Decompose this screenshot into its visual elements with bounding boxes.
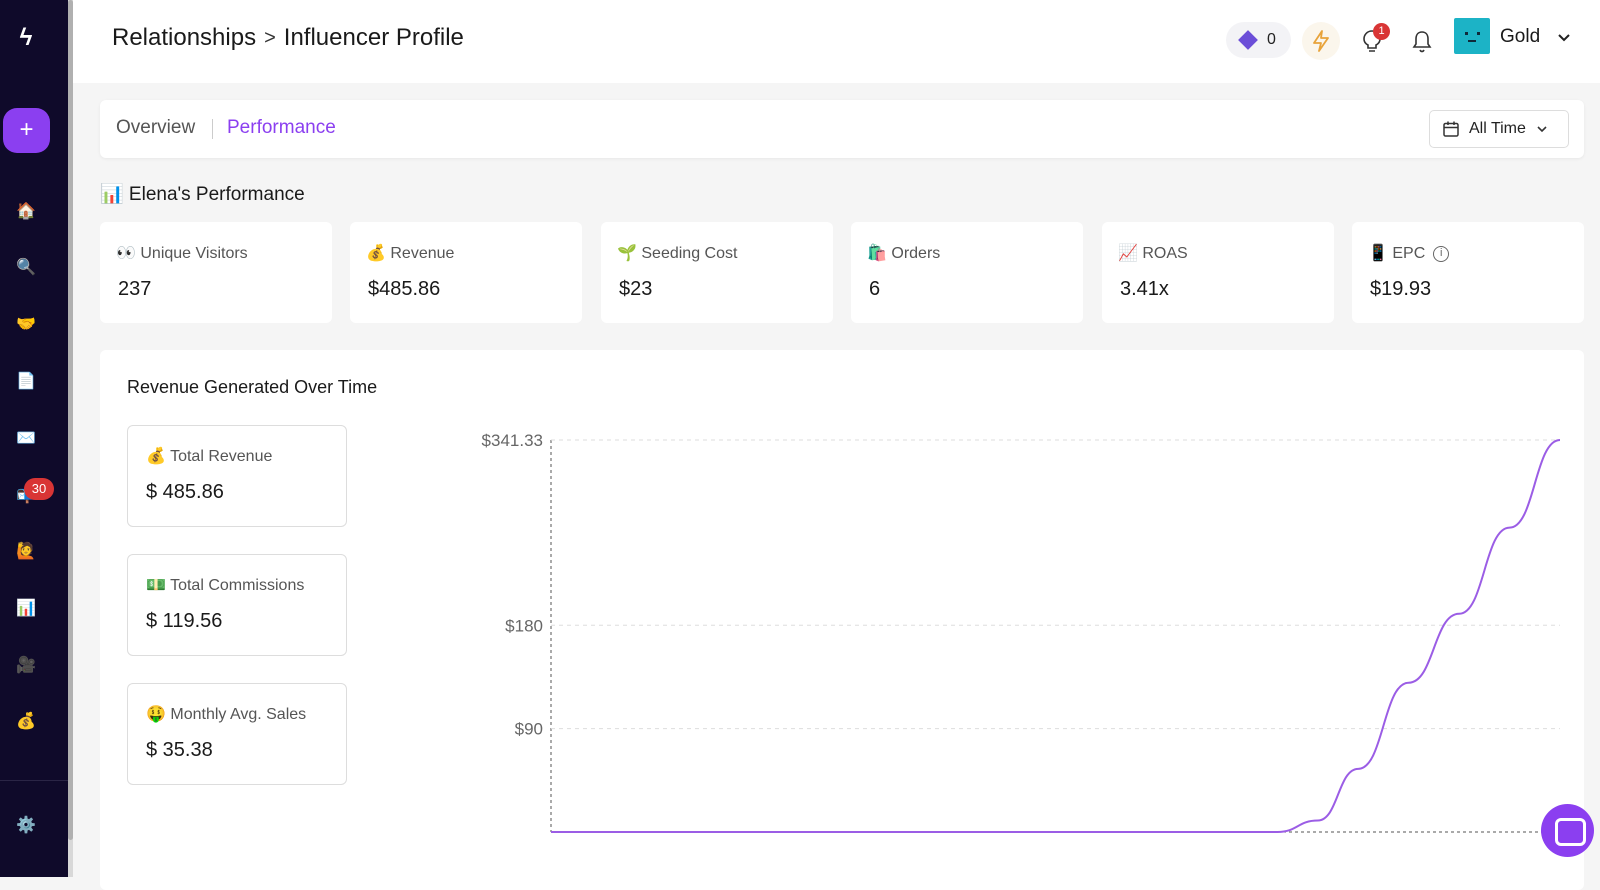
performance-title: 📊 Elena's Performance	[100, 184, 305, 205]
stat-label: 🛍️ Orders	[867, 245, 941, 262]
money-bag-icon[interactable]: 💰	[16, 713, 36, 730]
top-bar: Relationships > Influencer Profile 0 1 G…	[73, 0, 1600, 83]
notifications-badge: 1	[1373, 23, 1390, 40]
revenue-chart-panel: Revenue Generated Over Time 💰 Total Reve…	[100, 350, 1584, 890]
settings-icon[interactable]: ⚙️	[16, 817, 36, 834]
stat-label: 💰 Revenue	[366, 245, 455, 262]
video-icon[interactable]: 🎥	[16, 657, 36, 674]
tab-overview[interactable]: Overview	[116, 117, 196, 138]
stat-label-text: 📱 EPC	[1368, 245, 1426, 262]
y-tick-label: $90	[515, 720, 543, 739]
chat-support-button[interactable]	[1541, 804, 1594, 857]
stat-value: $485.86	[368, 278, 441, 300]
y-tick-label: $341.33	[482, 431, 543, 450]
tab-divider	[212, 119, 213, 139]
mail-icon[interactable]: ✉️	[16, 430, 36, 447]
stat-card-revenue: 💰 Revenue $485.86	[350, 222, 582, 323]
date-range-select[interactable]: All Time	[1429, 110, 1569, 148]
summary-value: $ 485.86	[146, 481, 224, 503]
stat-card-unique-visitors: 👀 Unique Visitors 237	[100, 222, 332, 323]
revenue-series-line	[550, 439, 1561, 833]
user-name[interactable]: Gold	[1500, 26, 1541, 47]
date-range-value: All Time	[1469, 120, 1526, 137]
bell-icon[interactable]	[1403, 22, 1441, 60]
home-icon[interactable]: 🏠	[16, 203, 36, 220]
breadcrumb-separator: >	[264, 26, 276, 49]
stat-label: 👀 Unique Visitors	[116, 245, 248, 262]
stat-label: 📱 EPC i	[1368, 243, 1450, 263]
stat-value: 237	[118, 278, 152, 300]
sidebar: ϟ + 🏠 🔍 🤝 📄 ✉️ 📬 30 🙋 📊 🎥 💰 ⚙️	[0, 0, 68, 877]
scrollbar-thumb[interactable]	[68, 0, 73, 840]
summary-label: 💰 Total Revenue	[146, 448, 273, 465]
people-icon[interactable]: 🙋	[16, 543, 36, 560]
lightning-icon[interactable]	[1302, 22, 1340, 60]
chevron-down-icon	[1537, 126, 1547, 133]
summary-card-total-revenue: 💰 Total Revenue $ 485.86	[127, 425, 347, 527]
stat-label: 🌱 Seeding Cost	[617, 245, 738, 262]
stat-value: 6	[869, 278, 881, 300]
stat-value: $23	[619, 278, 653, 300]
diamond-icon	[1238, 30, 1258, 50]
stat-card-epc: 📱 EPC i $19.93	[1352, 222, 1584, 323]
summary-value: $ 35.38	[146, 739, 213, 761]
handshake-icon[interactable]: 🤝	[16, 316, 36, 333]
stat-card-roas: 📈 ROAS 3.41x	[1102, 222, 1334, 323]
analytics-icon[interactable]: 📊	[16, 600, 36, 617]
summary-label: 🤑 Monthly Avg. Sales	[146, 706, 307, 723]
sidebar-scrollbar[interactable]	[68, 0, 73, 877]
stat-card-orders: 🛍️ Orders 6	[851, 222, 1083, 323]
tab-performance[interactable]: Performance	[227, 117, 336, 138]
stat-label: 📈 ROAS	[1118, 245, 1188, 262]
breadcrumb-current: Influencer Profile	[283, 24, 464, 51]
summary-card-monthly-avg-sales: 🤑 Monthly Avg. Sales $ 35.38	[127, 683, 347, 785]
credits-pill[interactable]: 0	[1226, 22, 1291, 58]
summary-label: 💵 Total Commissions	[146, 577, 305, 594]
chart-title: Revenue Generated Over Time	[127, 377, 378, 397]
search-icon[interactable]: 🔍	[16, 259, 36, 276]
chevron-down-icon[interactable]	[1555, 28, 1573, 46]
calendar-icon	[1443, 121, 1459, 137]
stat-value: 3.41x	[1120, 278, 1169, 300]
breadcrumb-parent[interactable]: Relationships	[112, 24, 257, 51]
add-button[interactable]: +	[3, 108, 50, 153]
summary-value: $ 119.56	[146, 610, 223, 632]
document-icon[interactable]: 📄	[16, 373, 36, 390]
stat-value: $19.93	[1370, 278, 1432, 300]
inbox-badge: 30	[24, 478, 54, 500]
app-logo[interactable]: ϟ	[19, 24, 33, 51]
stat-card-seeding-cost: 🌱 Seeding Cost $23	[601, 222, 833, 323]
profile-tabs: Overview Performance All Time	[100, 100, 1584, 158]
avatar[interactable]	[1454, 18, 1490, 54]
y-tick-label: $180	[505, 616, 543, 635]
credits-count: 0	[1267, 31, 1276, 48]
breadcrumb: Relationships > Influencer Profile	[112, 24, 464, 52]
summary-card-total-commissions: 💵 Total Commissions $ 119.56	[127, 554, 347, 656]
info-icon[interactable]: i	[1433, 245, 1450, 262]
sidebar-divider	[0, 780, 68, 781]
revenue-line-chart: $341.33 $180 $90	[482, 431, 1561, 833]
